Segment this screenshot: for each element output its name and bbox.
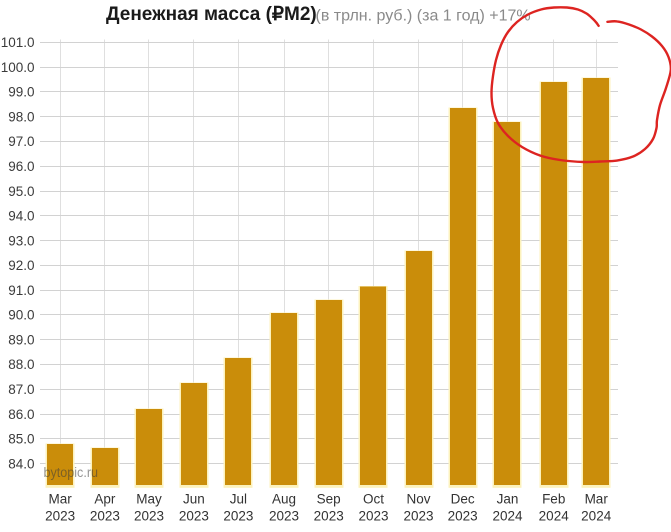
svg-text:Jul: Jul [230, 492, 247, 507]
svg-text:Aug: Aug [272, 492, 296, 507]
svg-text:2023: 2023 [134, 508, 164, 523]
svg-text:2023: 2023 [269, 508, 299, 523]
svg-text:2023: 2023 [179, 508, 209, 523]
svg-text:91.0: 91.0 [8, 283, 34, 298]
svg-text:95.0: 95.0 [8, 184, 34, 199]
svg-text:92.0: 92.0 [8, 258, 34, 273]
svg-text:2023: 2023 [223, 508, 253, 523]
svg-text:Sep: Sep [317, 492, 341, 507]
svg-text:97.0: 97.0 [8, 134, 34, 149]
svg-text:bytopic.ru: bytopic.ru [44, 465, 99, 480]
svg-text:Oct: Oct [363, 492, 384, 507]
svg-text:101.0: 101.0 [1, 35, 35, 50]
svg-text:2024: 2024 [581, 508, 612, 523]
svg-text:84.0: 84.0 [8, 456, 34, 471]
svg-text:98.0: 98.0 [8, 109, 34, 124]
svg-text:Mar: Mar [585, 492, 609, 507]
svg-text:Feb: Feb [542, 492, 565, 507]
svg-text:88.0: 88.0 [8, 357, 34, 372]
svg-text:(в трлн. руб.) (за 1 год) +17%: (в трлн. руб.) (за 1 год) +17% [316, 7, 531, 24]
svg-text:96.0: 96.0 [8, 159, 34, 174]
svg-text:100.0: 100.0 [1, 60, 35, 75]
svg-text:89.0: 89.0 [8, 333, 34, 348]
svg-text:2024: 2024 [492, 508, 523, 523]
svg-text:93.0: 93.0 [8, 233, 34, 248]
svg-text:85.0: 85.0 [8, 432, 34, 447]
svg-text:Mar: Mar [48, 492, 72, 507]
svg-text:87.0: 87.0 [8, 382, 34, 397]
svg-text:2023: 2023 [358, 508, 388, 523]
svg-text:2023: 2023 [314, 508, 344, 523]
svg-text:Jun: Jun [183, 492, 205, 507]
svg-text:2023: 2023 [45, 508, 75, 523]
svg-text:86.0: 86.0 [8, 407, 34, 422]
svg-text:2023: 2023 [90, 508, 120, 523]
svg-text:Dec: Dec [451, 492, 475, 507]
svg-text:2024: 2024 [539, 508, 570, 523]
svg-text:Apr: Apr [94, 492, 116, 507]
svg-text:2023: 2023 [403, 508, 433, 523]
svg-text:Nov: Nov [406, 492, 430, 507]
svg-text:May: May [136, 492, 162, 507]
svg-text:2023: 2023 [448, 508, 478, 523]
svg-text:Денежная масса (₽М2): Денежная масса (₽М2) [106, 4, 317, 25]
svg-text:94.0: 94.0 [8, 209, 34, 224]
svg-text:99.0: 99.0 [8, 85, 34, 100]
svg-text:Jan: Jan [497, 492, 519, 507]
svg-text:90.0: 90.0 [8, 308, 34, 323]
